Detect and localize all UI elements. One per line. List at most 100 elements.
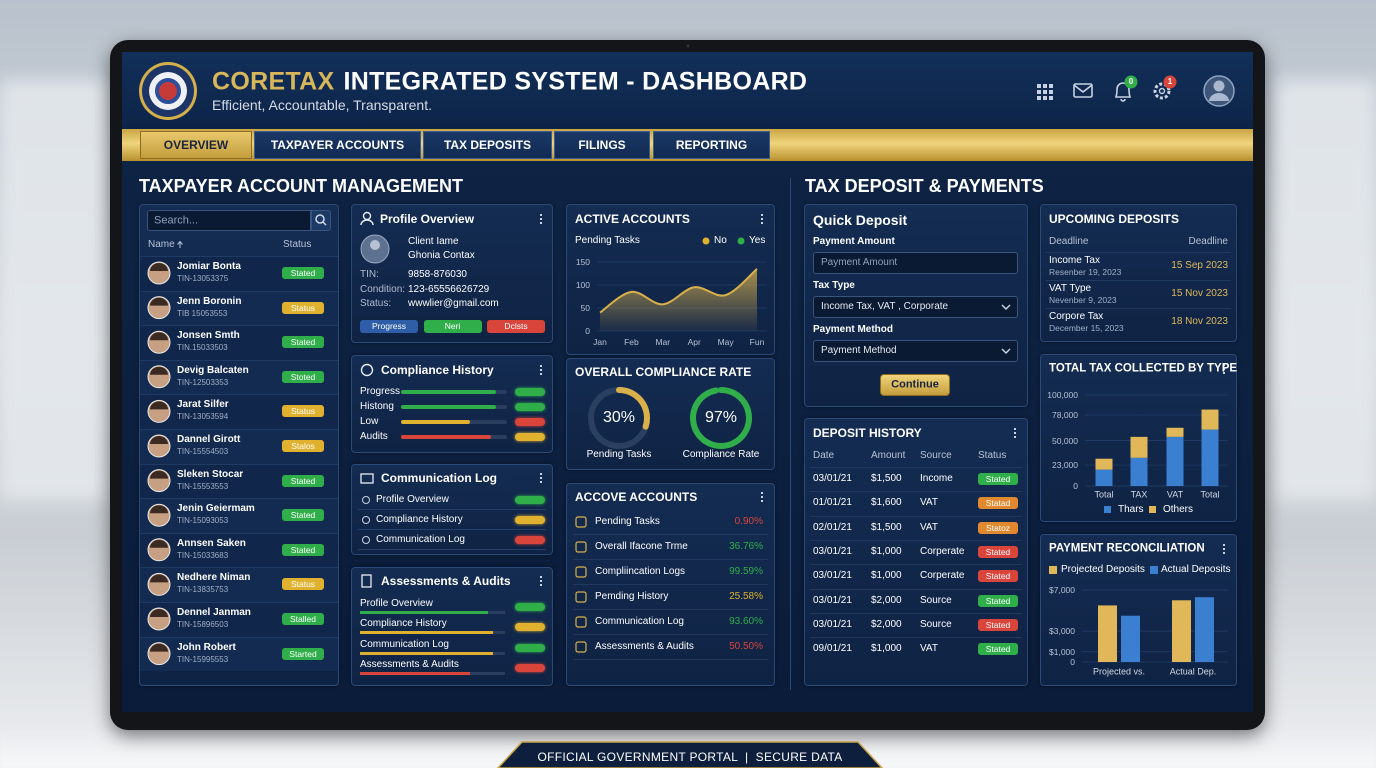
bell-icon[interactable] bbox=[1114, 82, 1132, 102]
y-tick-label: 50 bbox=[580, 302, 590, 313]
cell: VAT bbox=[920, 497, 938, 509]
status-badge bbox=[978, 570, 1018, 583]
nav-tab-label: FILINGS bbox=[578, 138, 626, 152]
panel-title: Profile Overview bbox=[380, 212, 475, 226]
bar-segment bbox=[1095, 469, 1113, 486]
progress-fill bbox=[401, 390, 497, 394]
section-divider bbox=[790, 178, 791, 690]
action-button[interactable] bbox=[423, 319, 482, 333]
x-tick-label: Total bbox=[1200, 489, 1220, 500]
row-label: Assessments & Audits bbox=[360, 658, 459, 670]
sort-icon[interactable] bbox=[177, 240, 183, 249]
taxpayer-tin: TIN-13053375 bbox=[177, 274, 229, 283]
status-badge bbox=[282, 370, 324, 383]
apps-icon[interactable] bbox=[1037, 84, 1053, 100]
chevron-icon bbox=[1001, 348, 1011, 354]
search-button[interactable] bbox=[311, 210, 331, 231]
tagline: Efficient, Accountable, Transparent. bbox=[212, 97, 432, 113]
notification-badge bbox=[1124, 75, 1138, 89]
y-tick-label: 100 bbox=[575, 279, 590, 290]
cell: Source bbox=[920, 618, 952, 630]
legend-swatch bbox=[1104, 506, 1111, 513]
status-indicator bbox=[515, 418, 545, 426]
status-badge bbox=[978, 473, 1018, 485]
legend-label: Thars bbox=[1118, 504, 1144, 515]
nav-tab[interactable] bbox=[423, 131, 552, 159]
gauge-value: 30% bbox=[602, 409, 636, 426]
nav-tab[interactable] bbox=[554, 131, 650, 159]
taxpayer-name: Dannel Girott bbox=[177, 434, 241, 445]
deposit-deadline: 15 Nov 2023 bbox=[1171, 288, 1228, 299]
taxpayer-tin: TIN-12503353 bbox=[177, 377, 229, 387]
gauge-value: 97% bbox=[704, 409, 738, 426]
deposit-name: Income Tax bbox=[1049, 255, 1100, 266]
status-badge-label: Stated bbox=[985, 595, 1011, 606]
x-tick-label: Feb bbox=[624, 336, 639, 347]
nav-tab-label: TAXPAYER ACCOUNTS bbox=[270, 138, 405, 152]
y-tick-label: 23,000 bbox=[1052, 459, 1078, 470]
nav-tab-label: OVERVIEW bbox=[163, 138, 229, 152]
client-avatar-head bbox=[370, 240, 380, 250]
chart-subtitle: Pending Tasks bbox=[575, 235, 640, 246]
cell: 03/01/21 bbox=[813, 594, 852, 606]
row-label: Audits bbox=[360, 431, 388, 442]
taxpayer-tin: TIN-15033683 bbox=[177, 550, 229, 560]
panel-title: PAYMENT RECONCILIATION bbox=[1049, 542, 1205, 555]
taxpayer-name: Devig Balcaten bbox=[177, 364, 249, 376]
x-tick-label: VAT bbox=[1166, 489, 1184, 500]
client-label: Client Iame bbox=[408, 236, 459, 247]
nav-tab[interactable] bbox=[653, 131, 770, 159]
y-tick-label: 0 bbox=[1073, 480, 1078, 491]
row-label: Pemding History bbox=[595, 591, 669, 602]
cell: $2,000 bbox=[871, 618, 902, 630]
panel-title: OVERALL COMPLIANCE RATE bbox=[575, 365, 752, 379]
cell: $1,500 bbox=[871, 473, 902, 484]
continue-button[interactable] bbox=[880, 374, 950, 396]
action-button[interactable] bbox=[487, 319, 545, 333]
taxpayer-name: Sleken Stocar bbox=[177, 468, 244, 480]
taxpayer-tin: TIB 15053553 bbox=[177, 308, 228, 318]
panel-title: ACTIVE ACCOUNTS bbox=[575, 212, 690, 226]
row-divider bbox=[573, 609, 768, 610]
text-input[interactable] bbox=[813, 252, 1018, 274]
settings-icon[interactable] bbox=[1153, 82, 1171, 100]
legend-swatch bbox=[1149, 506, 1156, 513]
notification-count: 0 bbox=[1128, 77, 1134, 86]
avatar-hair bbox=[150, 539, 168, 548]
select-box[interactable] bbox=[813, 340, 1018, 362]
panel-title: Quick Deposit bbox=[813, 212, 908, 228]
nav-tab[interactable] bbox=[140, 131, 252, 159]
panel-title: ACCOVE ACCOUNTS bbox=[575, 490, 698, 504]
status-badge bbox=[978, 497, 1018, 510]
field-label: Condition: bbox=[360, 283, 406, 295]
field-label: Status: bbox=[360, 298, 392, 309]
row-icon bbox=[575, 641, 587, 653]
row-label: Histong bbox=[360, 401, 394, 412]
y-tick-label: 150 bbox=[575, 256, 590, 267]
nav-tab[interactable] bbox=[254, 131, 421, 159]
mail-icon[interactable] bbox=[1073, 83, 1093, 98]
cell: $1,000 bbox=[871, 545, 902, 557]
avatar-hair bbox=[150, 401, 168, 410]
avatar-hair bbox=[150, 643, 168, 652]
row-icon bbox=[575, 541, 587, 553]
status-badge-label: Stated bbox=[985, 619, 1011, 630]
select-box[interactable] bbox=[813, 296, 1018, 318]
column-header: Deadline bbox=[1188, 236, 1228, 247]
field-value: 123-65556626729 bbox=[408, 283, 490, 295]
chevron-icon bbox=[1001, 304, 1011, 310]
cell: 03/01/21 bbox=[813, 545, 852, 557]
row-divider bbox=[358, 509, 546, 510]
row-icon bbox=[575, 616, 587, 628]
taxpayer-name: Annsen Saken bbox=[177, 537, 246, 549]
column-header: Status bbox=[283, 239, 312, 250]
status-badge-label: Stalos bbox=[291, 440, 315, 451]
search-input[interactable] bbox=[147, 210, 311, 231]
status-badge-label: Started bbox=[289, 648, 317, 659]
cell: Source bbox=[920, 594, 952, 606]
action-button[interactable] bbox=[360, 319, 418, 333]
nav-tab-label: REPORTING bbox=[675, 138, 748, 152]
cell: Corperate bbox=[920, 545, 965, 557]
